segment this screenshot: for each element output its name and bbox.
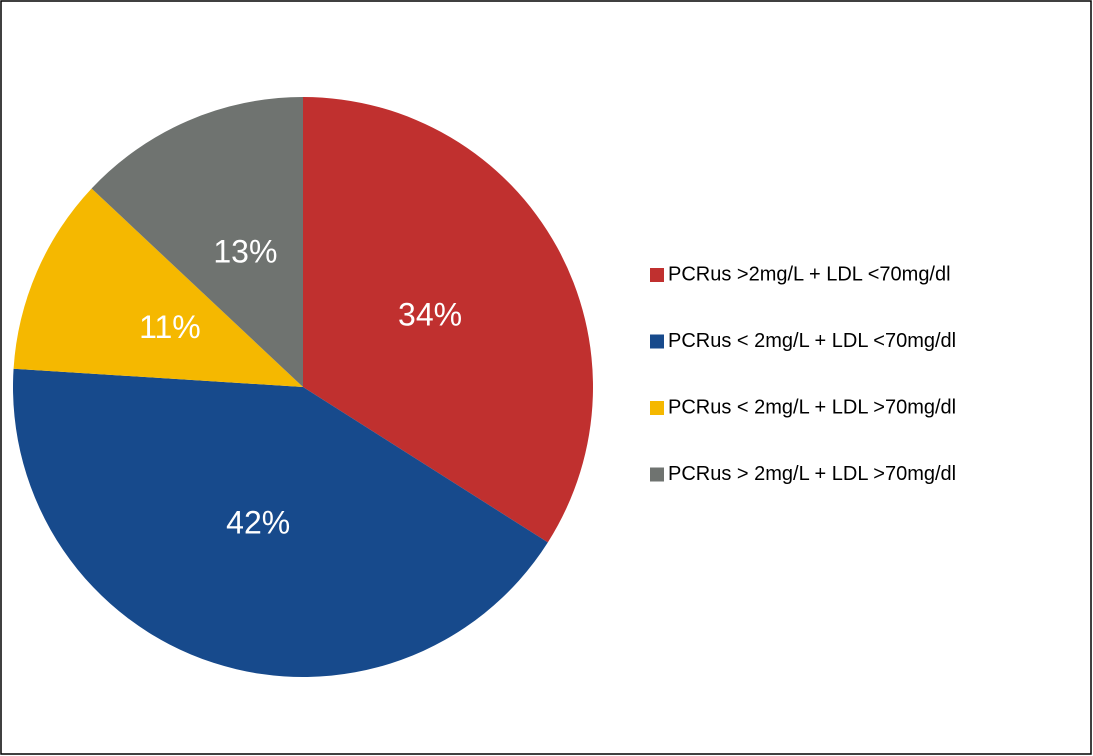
slice-label: 34% bbox=[398, 297, 462, 333]
slice-label: 13% bbox=[213, 233, 277, 269]
legend-label: PCRus < 2mg/L + LDL >70mg/dl bbox=[668, 396, 956, 418]
legend-label: PCRus >2mg/L + LDL <70mg/dl bbox=[668, 263, 951, 285]
slice-label: 42% bbox=[226, 504, 290, 540]
legend-swatch bbox=[650, 268, 664, 282]
pie-slice bbox=[303, 97, 593, 543]
legend-swatch bbox=[650, 467, 664, 482]
slice-label: 11% bbox=[139, 309, 201, 345]
legend-swatch bbox=[650, 334, 664, 349]
pie-slice bbox=[12, 368, 548, 677]
pie-slice bbox=[13, 188, 304, 387]
pie-slice bbox=[91, 97, 304, 387]
legend-swatch bbox=[650, 401, 664, 415]
legend-label: PCRus < 2mg/L + LDL <70mg/dl bbox=[668, 330, 956, 352]
legend-label: PCRus > 2mg/L + LDL >70mg/dl bbox=[668, 463, 956, 485]
